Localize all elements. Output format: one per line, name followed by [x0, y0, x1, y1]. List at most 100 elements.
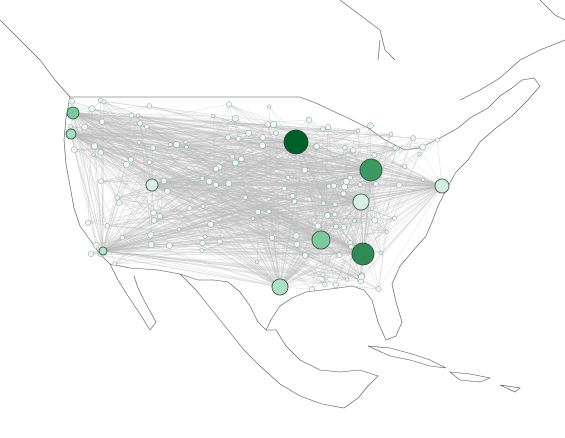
minor-airport — [115, 199, 123, 206]
hub-airport — [283, 129, 309, 155]
route — [335, 284, 379, 290]
minor-airport — [348, 244, 354, 250]
route — [70, 133, 170, 246]
minor-airport — [137, 120, 143, 127]
route — [361, 206, 395, 219]
minor-airport — [199, 248, 204, 253]
minor-airport — [321, 200, 327, 206]
route — [93, 154, 104, 252]
route — [70, 133, 397, 149]
route — [146, 126, 258, 262]
route — [102, 180, 165, 252]
minor-airport — [392, 215, 398, 221]
route — [102, 130, 358, 252]
minor-airport — [238, 155, 245, 163]
minor-airport — [229, 154, 235, 160]
route — [228, 183, 246, 198]
minor-airport — [216, 238, 223, 245]
minor-airport — [301, 166, 308, 174]
route — [107, 215, 160, 227]
minor-airport — [183, 139, 188, 145]
route — [102, 246, 351, 252]
route — [114, 133, 249, 265]
route — [378, 185, 443, 290]
minor-airport — [325, 124, 332, 131]
minor-airport — [235, 135, 242, 142]
minor-airport — [384, 229, 389, 235]
minor-airport — [373, 181, 379, 187]
route — [138, 115, 344, 194]
hub-airport — [352, 193, 370, 211]
route — [72, 112, 214, 117]
minor-airport — [267, 104, 272, 109]
route — [102, 250, 281, 288]
minor-airport — [332, 281, 339, 288]
route — [102, 146, 316, 252]
minor-airport — [250, 216, 255, 221]
hub-airport — [351, 242, 375, 266]
route — [267, 124, 295, 202]
minor-airport — [104, 223, 111, 229]
hub-airport — [271, 278, 289, 296]
minor-airport — [212, 181, 219, 188]
minor-airport — [149, 144, 156, 151]
minor-airport — [259, 134, 267, 141]
route — [228, 162, 236, 184]
minor-airport — [326, 183, 332, 189]
canada-lines — [0, 0, 565, 101]
minor-airport — [97, 149, 104, 156]
route — [324, 226, 337, 285]
route — [84, 127, 104, 252]
minor-airport — [225, 101, 232, 108]
minor-airport — [313, 143, 320, 150]
route — [257, 211, 354, 248]
route — [87, 222, 104, 252]
route — [93, 154, 153, 186]
route — [361, 202, 382, 253]
route — [100, 152, 127, 165]
route — [70, 133, 118, 198]
minor-airport — [269, 234, 275, 241]
route — [126, 133, 392, 165]
minor-airport — [92, 242, 100, 249]
route — [279, 253, 364, 288]
route — [215, 184, 335, 215]
route — [130, 159, 206, 237]
route — [114, 255, 306, 265]
route — [212, 115, 217, 185]
route — [189, 177, 351, 209]
minor-airport — [87, 250, 94, 257]
minor-airport — [291, 198, 298, 204]
route — [130, 142, 140, 160]
route — [70, 133, 395, 219]
us-outline — [63, 77, 541, 341]
caribbean — [367, 345, 521, 393]
minor-airport — [136, 113, 141, 118]
route — [210, 224, 348, 280]
route — [202, 206, 297, 237]
route — [176, 144, 313, 290]
route — [219, 183, 377, 242]
hub-airport — [145, 178, 159, 192]
minor-airport — [68, 124, 73, 129]
route — [119, 202, 154, 214]
route — [212, 115, 347, 182]
route — [70, 133, 345, 188]
route — [90, 148, 397, 255]
route — [219, 183, 230, 242]
route — [279, 169, 372, 288]
minor-airport — [266, 209, 272, 214]
route — [100, 100, 104, 252]
route — [292, 147, 396, 197]
minor-airport — [336, 252, 343, 258]
route — [205, 236, 360, 280]
route — [257, 185, 443, 262]
route — [209, 181, 348, 280]
minor-airport — [270, 121, 277, 128]
minor-airport — [375, 286, 382, 293]
route — [130, 159, 155, 221]
minor-airport — [150, 217, 158, 224]
minor-airport — [147, 231, 155, 239]
route — [99, 159, 132, 255]
route — [71, 100, 367, 199]
